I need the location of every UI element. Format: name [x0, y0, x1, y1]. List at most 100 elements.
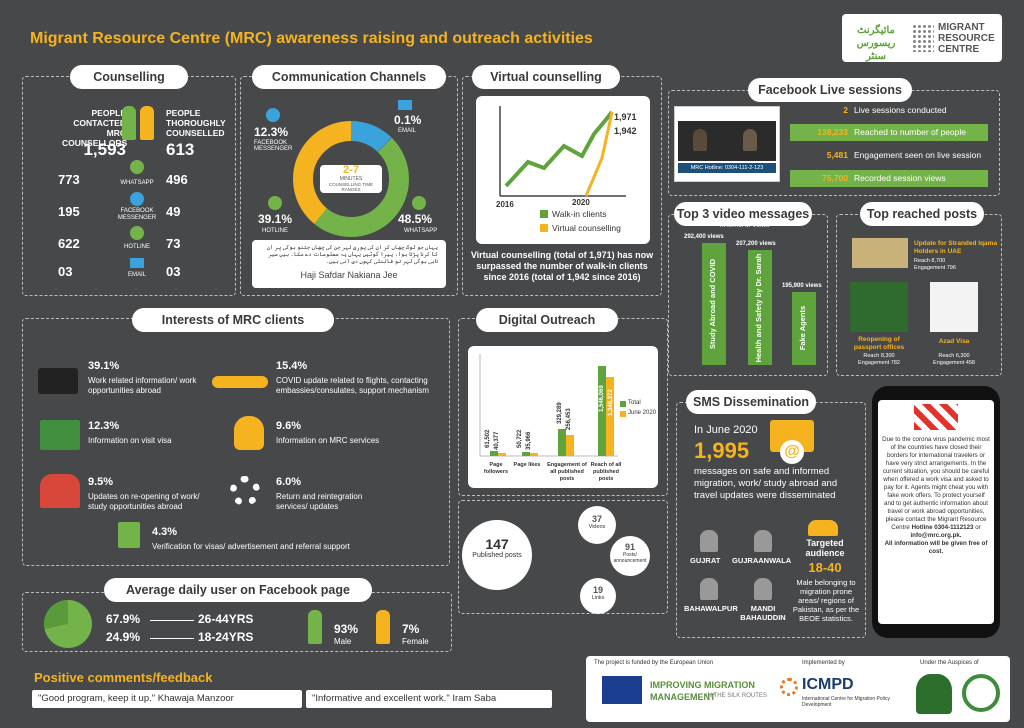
- city-label: GUJRAANWALA: [732, 556, 792, 565]
- posts-circle: 91 Posts/ announcement: [610, 536, 650, 576]
- bar-june-value: 40,377: [494, 431, 500, 450]
- female-label: Female: [402, 637, 429, 646]
- sms-when: In June 2020: [694, 424, 758, 436]
- fbusers-title: Average daily user on Facebook page: [104, 578, 372, 602]
- legend-virtual-swatch: [540, 224, 548, 232]
- post3-eng: Engagement 458: [933, 360, 975, 366]
- logo-text-1: MIGRANT: [938, 22, 985, 33]
- phone-frame: Due to the corona virus pandemic most of…: [872, 386, 1000, 638]
- bar-total-value: 1,546,069: [599, 385, 605, 412]
- age-range-2: 18-24YRS: [198, 630, 254, 644]
- interest-pct: 4.3%: [152, 526, 178, 538]
- logo-text-2: RESOURCE: [938, 33, 995, 44]
- published-circle: 147 Published posts: [462, 520, 532, 590]
- person-yellow-icon: [140, 106, 154, 140]
- donut-whatsapp: [293, 121, 409, 237]
- bar-june: [530, 453, 538, 456]
- bar-total-value: 329,289: [557, 402, 563, 424]
- count-row-channel: EMAIL: [127, 272, 146, 278]
- bar-total: [490, 451, 498, 456]
- virtual-chart: [499, 106, 626, 197]
- target-label: Targeted audience: [805, 538, 845, 558]
- phone-email: info@mrc.org.pk.: [910, 532, 962, 539]
- top3-bar-2: [748, 250, 772, 365]
- city-label: MANDI BAHAUDDIN: [740, 604, 786, 622]
- icmpd-logo-icon: [780, 678, 798, 696]
- male-icon: [308, 610, 322, 644]
- imp-line-3: IN THE SILK ROUTES: [706, 693, 767, 699]
- center-badge: 2-7 MINUTES COUNSELLING TIME RANGES: [320, 165, 382, 193]
- fb-pct: 12.3%: [254, 125, 289, 139]
- walkin-line: [504, 110, 614, 188]
- bar-june-value: 256,453: [566, 408, 572, 430]
- icmpd-name: ICMPD: [802, 676, 854, 693]
- published-label: Published posts: [472, 552, 522, 559]
- group-label: Page followers: [483, 462, 509, 475]
- icmpd-sub: International Centre for Migration Polic…: [802, 696, 890, 708]
- count-row-channel: WHATSAPP: [120, 180, 154, 186]
- legend-june: June 2020: [628, 410, 657, 416]
- bar-june: [606, 377, 614, 456]
- post2-reach: Reach 8,300: [863, 353, 895, 359]
- interest-pct: 39.1%: [88, 360, 120, 372]
- fblive-text: Recorded session views: [854, 173, 946, 183]
- age-range-1: 26-44YRS: [198, 612, 254, 626]
- top3-title: Top 3 video messages: [674, 202, 812, 226]
- city-label: BAHAWALPUR: [684, 604, 738, 613]
- posts-box: [458, 500, 668, 614]
- bar-june-value: 35,966: [526, 431, 532, 450]
- age-pct-1: 67.9%: [106, 612, 141, 626]
- videos-count: 37: [591, 514, 602, 524]
- group-icon: [808, 520, 838, 536]
- counselling-title: Counselling: [70, 65, 188, 89]
- group-label: Reach of all published posts: [590, 462, 622, 482]
- phone-free: All information will be given free of co…: [884, 540, 988, 555]
- phone-hotline: Hotline 0304-1112123: [911, 524, 974, 531]
- virtual-line: [584, 111, 614, 197]
- phone-text: Due to the corona virus pandemic most of…: [882, 436, 990, 556]
- links-label: Links: [591, 595, 605, 601]
- briefcase-icon: [38, 368, 78, 394]
- interest-pct: 12.3%: [88, 420, 120, 432]
- fblive-row: 138,233 Reached to number of people: [790, 124, 988, 141]
- top3-views-2: 207,200 views: [736, 241, 776, 247]
- female-icon: [376, 610, 390, 644]
- post1-eng: Engagement 796: [914, 265, 956, 271]
- whatsapp-icon: [130, 160, 144, 174]
- count-row-left: 195: [58, 204, 80, 219]
- logo-text-3: CENTRE: [938, 44, 980, 55]
- post1-reach: Reach 8,700: [914, 258, 946, 264]
- top3-label-2: Health and Safety by Dr. Sarah: [754, 253, 763, 363]
- page-title: Migrant Resource Centre (MRC) awareness …: [30, 30, 593, 47]
- bar-total-value: 50,722: [517, 429, 523, 448]
- interest-text: Information on visit visa: [88, 436, 172, 445]
- virtual-chart-card: [476, 96, 650, 244]
- messenger-icon: [130, 192, 144, 206]
- contacted-label: PEOPLE CONTACTED MRC COUNSELLORS: [62, 108, 128, 148]
- legend-june-swatch: [620, 411, 626, 417]
- quote-card: یہاں جو لوگ چھاں کر ان کی پوری لہر جن کی…: [252, 240, 446, 288]
- fblive-text: Reached to number of people: [854, 127, 966, 137]
- post2-eng: Engagement 782: [858, 360, 900, 366]
- topposts-title: Top reached posts: [860, 202, 984, 226]
- legend-walkin: Walk-in clients: [552, 209, 607, 219]
- digital-chart: [479, 354, 618, 457]
- links-circle: 19 Links: [580, 578, 616, 614]
- logo-urdu: مائیگرنٹ ریسورس سنٹر: [856, 25, 896, 62]
- interest-pct: 9.5%: [88, 476, 114, 488]
- fblive-num: 2: [843, 105, 848, 115]
- interest-text: Work related information/ work opportuni…: [88, 376, 197, 395]
- post-image-1: [852, 238, 908, 268]
- interest-text: Information on MRC services: [276, 436, 380, 445]
- phone-screen: Due to the corona virus pandemic most of…: [878, 400, 994, 624]
- gear-icon: [230, 476, 260, 506]
- bar-total-value: 61,502: [485, 429, 491, 448]
- punjab-emblem-icon: [962, 674, 1000, 712]
- email-label: EMAIL: [398, 128, 417, 134]
- pakistan-emblem-icon: [916, 674, 952, 714]
- person-icon: [700, 578, 718, 600]
- posts-label: Posts/ announcement: [613, 552, 647, 564]
- interest-pct: 15.4%: [276, 360, 308, 372]
- eu-flag-icon: [602, 676, 642, 704]
- live-video-thumbnail[interactable]: MRC Hotline: 0304-111-2-123: [674, 106, 780, 182]
